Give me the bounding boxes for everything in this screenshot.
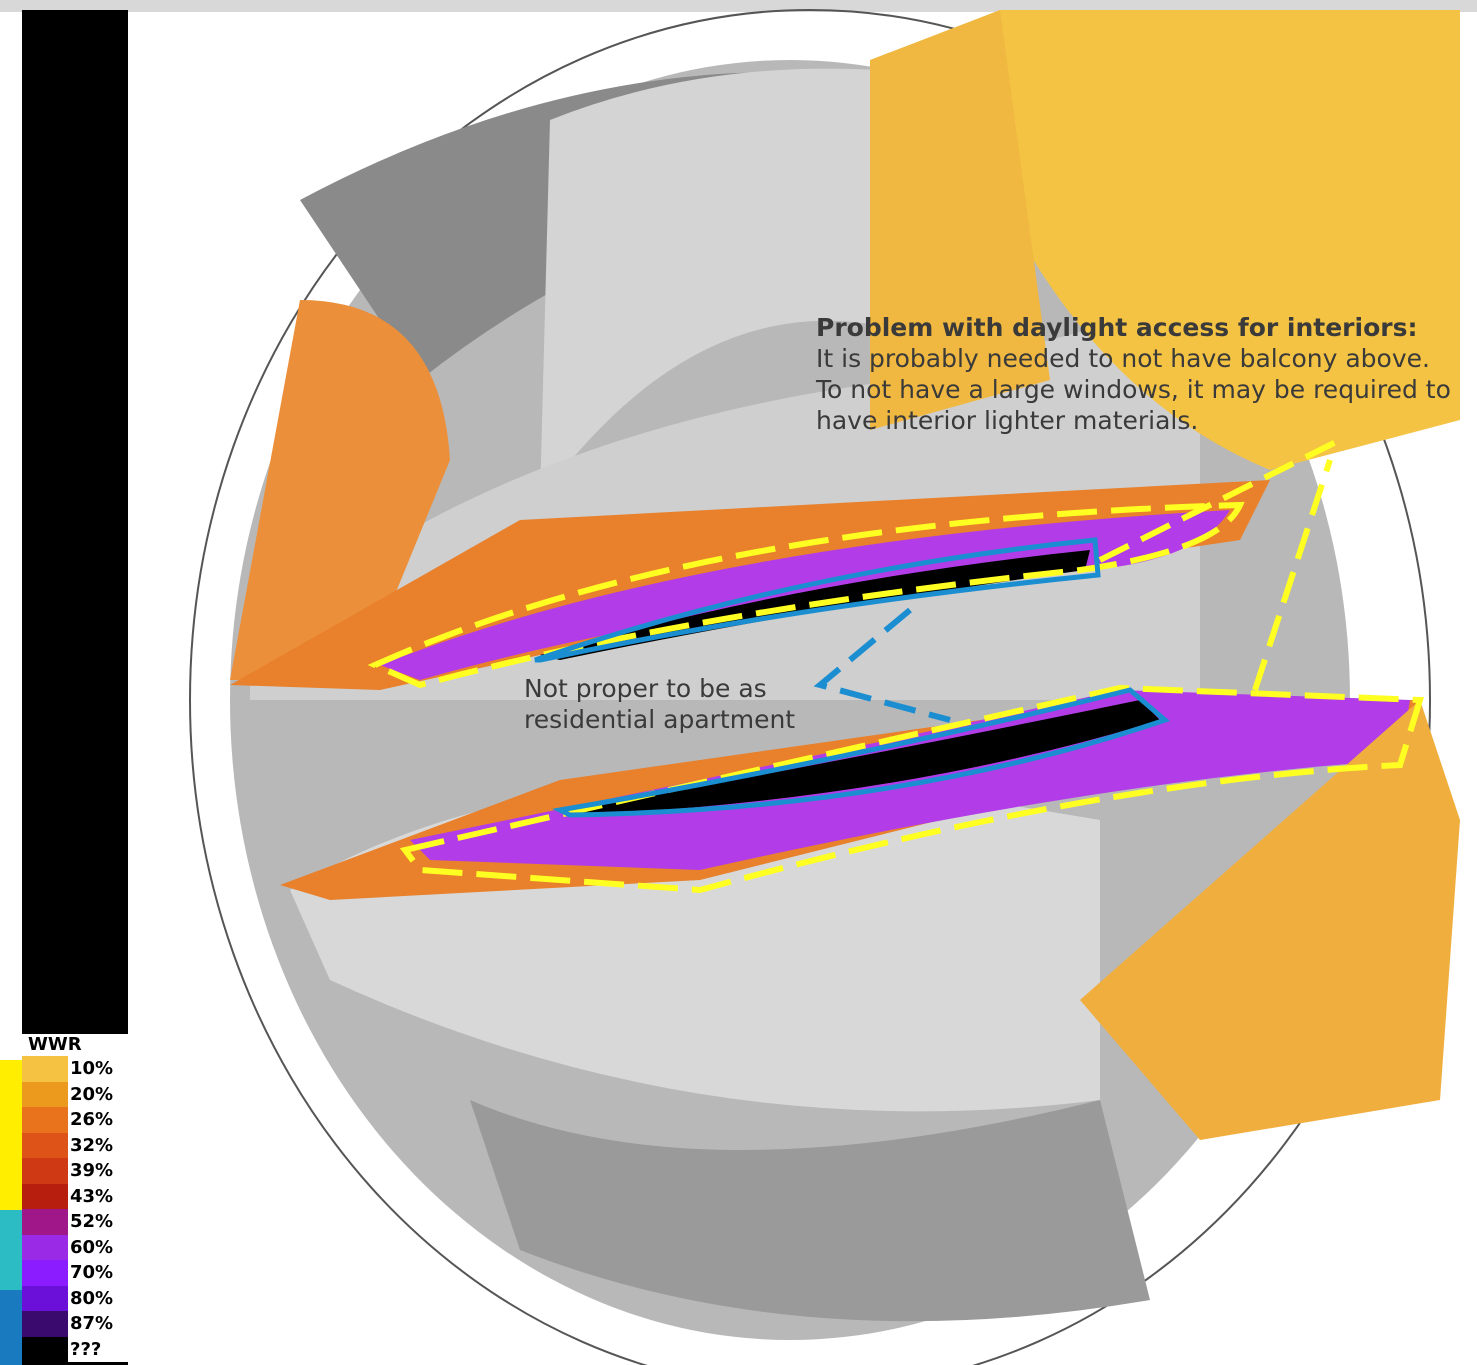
annotation: Not proper to be as residential apartmen…: [524, 673, 795, 735]
legend-item: 26%: [22, 1107, 128, 1133]
wwr-surface: [410, 690, 1410, 870]
legend-swatch: [22, 1183, 68, 1209]
legend-item: 43%: [22, 1183, 128, 1209]
legend-swatch: [22, 1209, 68, 1235]
legend-item: 60%: [22, 1234, 128, 1260]
dark-zone: [570, 700, 1160, 815]
wwr-surface: [1080, 700, 1460, 1140]
legend-item: 10%: [22, 1056, 128, 1082]
legend-label: 87%: [70, 1313, 114, 1334]
legend-label: 80%: [70, 1287, 114, 1309]
wwr-surface: [230, 300, 450, 680]
legend-label: 26%: [70, 1109, 114, 1130]
legend-label: 52%: [70, 1211, 114, 1232]
legend-item: ???: [22, 1336, 128, 1362]
legend-swatch: [22, 1234, 68, 1260]
legend-label: 60%: [70, 1236, 114, 1258]
building: [470, 1100, 1150, 1322]
legend-item: 32%: [22, 1132, 128, 1158]
legend-label: 43%: [70, 1185, 114, 1207]
legend-swatch: [22, 1132, 68, 1158]
legend-item: 80%: [22, 1285, 128, 1311]
annotation: Problem with daylight access for interio…: [816, 312, 1451, 436]
blue-outline: [552, 687, 1170, 818]
legend-swatch: [22, 1056, 68, 1082]
annotation-line: To not have a large windows, it may be r…: [816, 375, 1451, 404]
wwr-surface: [1000, 10, 1460, 470]
legend-swatch: [22, 1285, 68, 1311]
yellow-outline: [367, 501, 1245, 689]
wwr-surface: [870, 10, 1050, 430]
building: [540, 68, 900, 501]
blue-outline: [534, 537, 1101, 663]
legend-item: 87%: [22, 1311, 128, 1337]
legend-label: 32%: [70, 1134, 114, 1156]
legend-item: 20%: [22, 1081, 128, 1107]
legend-swatch: [22, 1311, 68, 1337]
legend: WWR 10% 20% 26% 32% 39% 43% 52% 60% 70% 80% 87%???: [22, 1034, 128, 1362]
legend-item: 39%: [22, 1158, 128, 1184]
pointer-arrow: [1098, 437, 1342, 691]
annotation-line: residential apartment: [524, 705, 796, 734]
legend-swatch: [22, 1107, 68, 1133]
legend-label: 10%: [70, 1058, 114, 1079]
annotation-line: It is probably needed to not have balcon…: [816, 344, 1430, 373]
yellow-outline: [399, 684, 1425, 894]
legend-label: ???: [70, 1338, 102, 1360]
legend-label: 70%: [70, 1262, 114, 1283]
left-strip: [0, 1210, 22, 1290]
legend-swatch: [22, 1158, 68, 1184]
annotation-line: have interior lighter materials.: [816, 406, 1199, 435]
legend-item: 70%: [22, 1260, 128, 1286]
pointer-arrow: [813, 607, 951, 723]
legend-item: 52%: [22, 1209, 128, 1235]
top-strip: [0, 0, 1477, 12]
legend-swatch: [22, 1260, 68, 1286]
annotation-heading: Problem with daylight access for interio…: [816, 313, 1418, 342]
fisheye-edge: [189, 9, 1431, 1365]
legend-label: 20%: [70, 1083, 114, 1105]
annotation-line: Not proper to be as: [524, 674, 767, 703]
legend-title: WWR: [22, 1034, 128, 1056]
legend-swatch: [22, 1336, 68, 1362]
legend-label: 39%: [70, 1160, 114, 1181]
left-strip: [0, 1060, 22, 1210]
left-strip: [0, 1290, 22, 1365]
legend-swatch: [22, 1081, 68, 1107]
